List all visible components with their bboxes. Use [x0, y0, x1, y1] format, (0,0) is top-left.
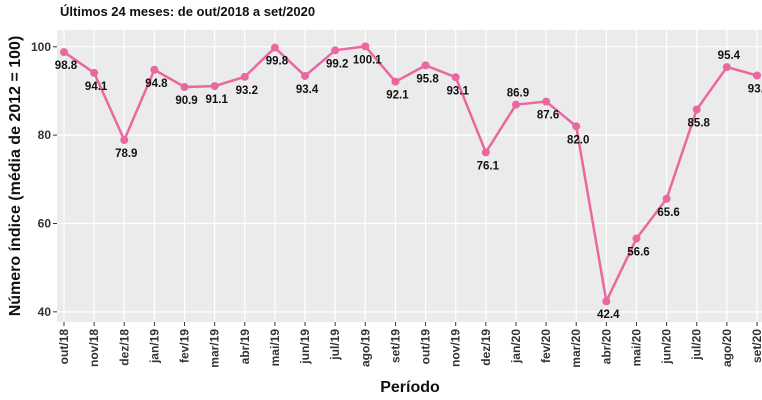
data-point: [753, 71, 761, 80]
x-tick-label: ago/20: [720, 329, 734, 367]
value-label: 99.2: [326, 58, 348, 70]
y-axis-title: Número índice (média de 2012 = 100): [7, 36, 24, 317]
x-tick-label: mar/20: [569, 329, 583, 368]
y-tick-label: 40: [38, 305, 52, 319]
chart-title: Últimos 24 meses: de out/2018 a set/2020: [60, 4, 315, 19]
value-label: 92.1: [386, 90, 409, 102]
x-tick-label: nov/19: [449, 329, 463, 367]
data-point: [60, 48, 68, 57]
x-tick-label: out/19: [419, 329, 433, 365]
value-label: 87.6: [537, 110, 559, 122]
x-tick-label: nov/18: [87, 329, 101, 367]
x-tick-label: mar/19: [208, 329, 222, 368]
data-point: [572, 122, 581, 131]
data-point: [722, 63, 731, 72]
x-tick-label: dez/19: [479, 329, 493, 366]
data-point: [301, 71, 310, 80]
data-point: [210, 82, 219, 91]
value-label: 78.9: [115, 148, 137, 160]
data-point: [602, 297, 611, 306]
x-tick-label: jul/20: [690, 329, 704, 361]
value-label: 93.4: [296, 84, 319, 96]
x-tick-label: ago/19: [358, 329, 372, 367]
x-tick-label: mai/19: [268, 329, 282, 367]
data-point: [240, 72, 249, 81]
value-label: 93.2: [236, 85, 258, 97]
x-tick-label: fev/20: [539, 329, 553, 363]
value-label: 98.8: [55, 60, 78, 72]
x-tick-label: set/19: [388, 329, 402, 363]
value-label: 95.4: [718, 50, 741, 62]
data-point: [150, 65, 159, 74]
value-label: 56.6: [627, 247, 649, 259]
x-tick-label: mai/20: [629, 329, 643, 367]
data-point: [451, 73, 460, 82]
data-point: [481, 148, 490, 157]
data-point: [662, 194, 671, 203]
x-tick-label: out/18: [57, 329, 71, 365]
x-tick-label: jun/19: [298, 329, 312, 365]
x-tick-label: set/20: [750, 329, 762, 363]
data-point: [331, 46, 340, 55]
y-tick-label: 100: [31, 40, 51, 54]
data-line: [63, 45, 758, 306]
data-point: [391, 77, 400, 86]
value-label: 82.0: [567, 134, 589, 146]
data-point: [120, 135, 129, 144]
value-label: 86.9: [507, 88, 529, 100]
value-label: 95.8: [416, 73, 439, 85]
value-label: 85.8: [688, 118, 711, 130]
x-axis-title: Período: [380, 379, 440, 396]
x-tick-label: abr/20: [599, 329, 613, 365]
plot-panel: [57, 30, 762, 322]
value-label: 65.6: [657, 207, 679, 219]
value-label: 94.8: [145, 78, 168, 90]
value-label: 100.1: [353, 54, 382, 66]
data-point: [90, 68, 99, 77]
data-point: [180, 82, 189, 91]
data-point: [692, 105, 701, 114]
value-label: 93.1: [447, 85, 470, 97]
x-tick-label: jan/20: [509, 329, 523, 364]
data-point: [511, 100, 520, 109]
x-tick-label: abr/19: [238, 329, 252, 365]
value-label: 91.1: [205, 94, 228, 106]
data-point: [361, 42, 370, 51]
data-point: [421, 61, 430, 70]
y-tick-label: 80: [38, 128, 52, 142]
x-tick-label: jul/19: [328, 329, 342, 361]
x-tick-label: jun/20: [660, 329, 674, 365]
data-point: [270, 43, 279, 52]
value-label: 93.5: [748, 84, 762, 96]
value-label: 94.1: [85, 81, 108, 93]
x-tick-label: fev/19: [178, 329, 192, 363]
y-tick-label: 60: [38, 216, 52, 230]
x-tick-label: jan/19: [147, 329, 161, 364]
x-tick-label: dez/18: [117, 329, 131, 366]
value-label: 42.4: [597, 309, 620, 321]
value-label: 99.8: [266, 56, 289, 68]
data-point: [632, 234, 641, 243]
value-label: 76.1: [477, 160, 500, 172]
value-label: 90.9: [175, 95, 197, 107]
data-point: [542, 97, 551, 106]
